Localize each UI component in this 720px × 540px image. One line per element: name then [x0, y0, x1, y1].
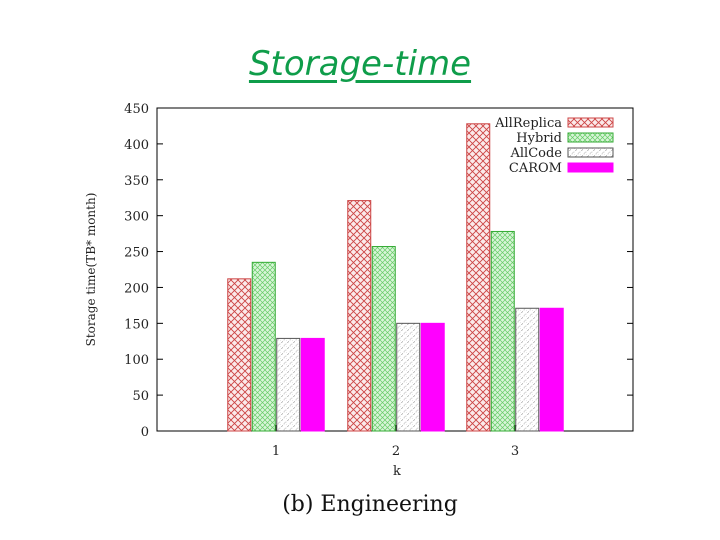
- legend-swatch: [567, 117, 614, 128]
- legend-swatch: [567, 132, 614, 143]
- bar-allcode-k3: [515, 307, 540, 432]
- bar-carom-k2: [420, 322, 445, 432]
- y-axis-label: Storage time(TB* month): [84, 193, 98, 347]
- y-tick-label: 0: [141, 425, 149, 440]
- figure-caption: (b) Engineering: [282, 492, 458, 517]
- legend-label: AllReplica: [494, 116, 562, 131]
- bar-allreplica-k1: [227, 278, 252, 432]
- legend-label: Hybrid: [516, 131, 562, 146]
- x-tick-label: 2: [392, 444, 400, 459]
- x-tick-label: 3: [511, 444, 519, 459]
- legend-label: AllCode: [510, 146, 563, 161]
- bar-hybrid-k3: [490, 230, 515, 432]
- bar-carom-k3: [539, 307, 564, 432]
- legend-swatch: [567, 147, 614, 158]
- y-tick-label: 350: [124, 174, 149, 189]
- bar-allcode-k1: [276, 337, 301, 432]
- bar-allreplica-k3: [466, 123, 491, 432]
- x-axis-label: k: [393, 464, 401, 479]
- bar-hybrid-k1: [251, 261, 276, 432]
- x-tick-label: 1: [272, 444, 280, 459]
- bar-allreplica-k2: [347, 200, 372, 432]
- bar-hybrid-k2: [371, 246, 396, 432]
- legend-label: CAROM: [509, 161, 562, 176]
- y-tick-label: 250: [124, 246, 149, 261]
- legend-swatch: [567, 162, 614, 173]
- y-tick-label: 450: [124, 102, 149, 117]
- y-tick-label: 200: [124, 281, 149, 296]
- y-tick-label: 300: [124, 210, 149, 225]
- bar-allcode-k2: [396, 322, 421, 432]
- slide-title: Storage-time: [248, 44, 472, 84]
- bar-carom-k1: [300, 337, 325, 432]
- y-tick-label: 150: [124, 317, 149, 332]
- y-tick-label: 400: [124, 138, 149, 153]
- y-tick-label: 50: [132, 389, 149, 404]
- y-tick-label: 100: [124, 353, 149, 368]
